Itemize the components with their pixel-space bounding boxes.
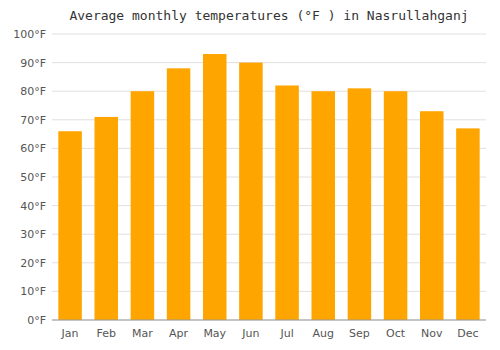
x-axis-line	[52, 320, 486, 321]
x-tick-label: Oct	[386, 327, 406, 340]
y-tick-label: 90°F	[20, 57, 46, 70]
x-tick-label: May	[203, 327, 226, 340]
bar	[203, 54, 227, 320]
chart-svg: Average monthly temperatures (°F ) in Na…	[0, 0, 500, 350]
y-tick-label: 80°F	[20, 85, 46, 98]
chart-container: Average monthly temperatures (°F ) in Na…	[0, 0, 500, 350]
y-tick-label: 70°F	[20, 114, 46, 127]
bar	[167, 68, 191, 320]
chart-title: Average monthly temperatures (°F ) in Na…	[69, 8, 468, 23]
x-tick-label: Feb	[97, 327, 116, 340]
x-tick-label: Jun	[241, 327, 259, 340]
x-tick-label: Apr	[169, 327, 189, 340]
bar	[131, 91, 155, 320]
bar	[456, 128, 480, 320]
grid-line	[52, 91, 486, 92]
y-tick-label: 60°F	[20, 142, 46, 155]
y-tick-label: 20°F	[20, 257, 46, 270]
y-tick-label: 40°F	[20, 200, 46, 213]
y-tick-label: 10°F	[20, 285, 46, 298]
x-tick-label: Mar	[132, 327, 153, 340]
x-tick-label: Jan	[61, 327, 79, 340]
bar	[94, 117, 118, 320]
bar	[384, 91, 408, 320]
bar	[275, 85, 299, 320]
bar	[420, 111, 444, 320]
y-grid	[52, 34, 486, 320]
bar	[348, 88, 372, 320]
bar	[311, 91, 335, 320]
y-tick-label: 50°F	[20, 171, 46, 184]
y-tick-label: 100°F	[13, 28, 46, 41]
y-tick-label: 0°F	[27, 314, 46, 327]
bar	[239, 63, 263, 320]
y-tick-labels: 0°F 10°F 20°F 30°F 40°F 50°F 60°F 70°F 80°F 90°F 1…	[13, 28, 46, 327]
grid-line	[52, 34, 486, 35]
x-tick-label: Jul	[279, 327, 293, 340]
x-tick-label: Dec	[457, 327, 478, 340]
bar	[58, 131, 82, 320]
grid-line	[52, 320, 486, 321]
bars	[58, 54, 479, 320]
x-tick-label: Nov	[421, 327, 443, 340]
x-tick-label: Sep	[349, 327, 370, 340]
x-tick-label: Aug	[313, 327, 334, 340]
y-tick-label: 30°F	[20, 228, 46, 241]
x-tick-labels: Jan Feb Mar Apr May Jun Jul Aug Sep Oct Nov Dec	[61, 327, 479, 340]
grid-line	[52, 62, 486, 63]
